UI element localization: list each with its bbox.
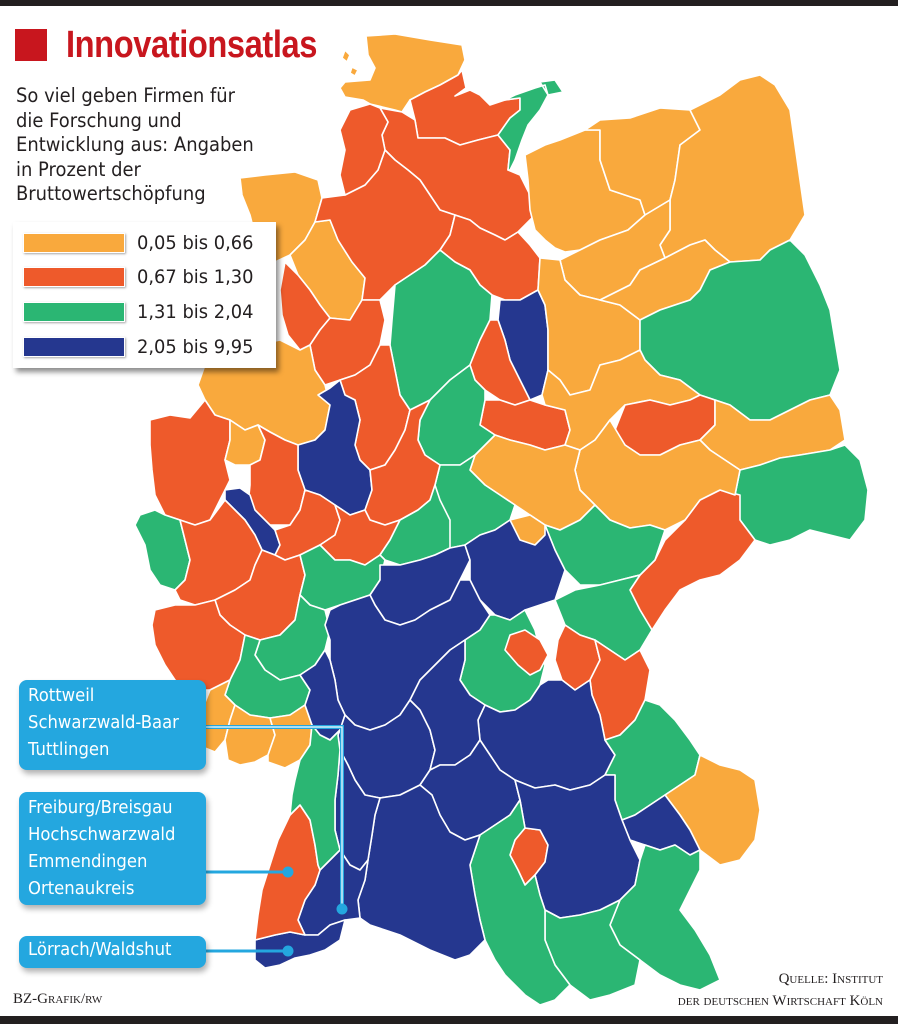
region-mittlerer-oberrhein	[289, 724, 341, 871]
subtitle-line: Entwicklung aus: Angaben	[16, 133, 254, 157]
callout-line: Lörrach/Waldshut	[28, 940, 172, 960]
region-cuxhaven	[339, 103, 389, 196]
callout-loerrach: Lörrach/Waldshut	[19, 936, 206, 968]
subtitle-line: Bruttowertschöpfung	[16, 182, 206, 206]
legend-item: 0,05 bis 0,66	[23, 232, 261, 254]
legend: 0,05 bis 0,66 0,67 bis 1,30 1,31 bis 2,0…	[13, 222, 276, 368]
legend-label: 1,31 bis 2,04	[137, 301, 254, 323]
bottom-bar	[0, 1016, 898, 1024]
region-luebeck	[497, 79, 564, 171]
title-marker-icon	[15, 29, 47, 61]
callout-line: Freiburg/Breisgau	[28, 798, 173, 818]
legend-swatch-red	[23, 267, 125, 287]
legend-swatch-green	[23, 302, 125, 322]
region-westpfalz	[224, 704, 276, 766]
region-amberg	[504, 629, 549, 676]
subtitle-line: So viel geben Firmen für	[16, 84, 236, 107]
callout-line: Hochschwarzwald	[28, 825, 176, 845]
subtitle-line: in Prozent der	[16, 157, 141, 181]
legend-item: 0,67 bis 1,30	[23, 266, 261, 288]
graphic-credit: BZ-Grafik/rw	[13, 991, 103, 1007]
subtitle: So viel geben Firmen für die Forschung u…	[16, 84, 292, 207]
source-line: der deutschen Wirtschaft Köln	[677, 993, 883, 1009]
callout-rottweil: Rottweil Schwarzwald-Baar Tuttlingen	[19, 680, 206, 770]
region-sauerland	[247, 424, 306, 526]
legend-swatch-orange	[23, 233, 125, 253]
region-vorpommern	[659, 74, 806, 263]
callout-line: Emmendingen	[28, 852, 148, 872]
top-bar	[0, 0, 898, 6]
callout-line: Ortenaukreis	[28, 879, 135, 899]
region-islands	[341, 49, 359, 77]
legend-swatch-blue	[23, 337, 125, 357]
subtitle-line: die Forschung und	[16, 108, 182, 132]
callout-line: Tuttlingen	[28, 740, 110, 760]
region-ostalb	[409, 639, 486, 771]
source-note: Quelle: Institut der deutschen Wirtschaf…	[678, 968, 883, 1012]
legend-label: 0,05 bis 0,66	[137, 232, 254, 254]
title-block: Innovationsatlas	[15, 26, 358, 64]
region-gera	[544, 504, 666, 586]
callout-dots	[282, 866, 348, 957]
legend-item: 1,31 bis 2,04	[23, 301, 261, 323]
region-coburg	[509, 514, 546, 546]
legend-label: 2,05 bis 9,95	[137, 336, 254, 358]
page-title: Innovationsatlas	[66, 24, 317, 66]
region-niederrhein	[149, 399, 231, 526]
callout-line: Rottweil	[28, 686, 95, 706]
callout-leader-lines	[206, 725, 344, 953]
legend-item: 2,05 bis 9,95	[23, 336, 261, 358]
callout-line: Schwarzwald-Baar	[28, 713, 179, 733]
legend-label: 0,67 bis 1,30	[137, 266, 254, 288]
source-line: Quelle: Institut	[778, 971, 883, 987]
callout-freiburg: Freiburg/Breisgau Hochschwarzwald Emmend…	[19, 792, 206, 905]
